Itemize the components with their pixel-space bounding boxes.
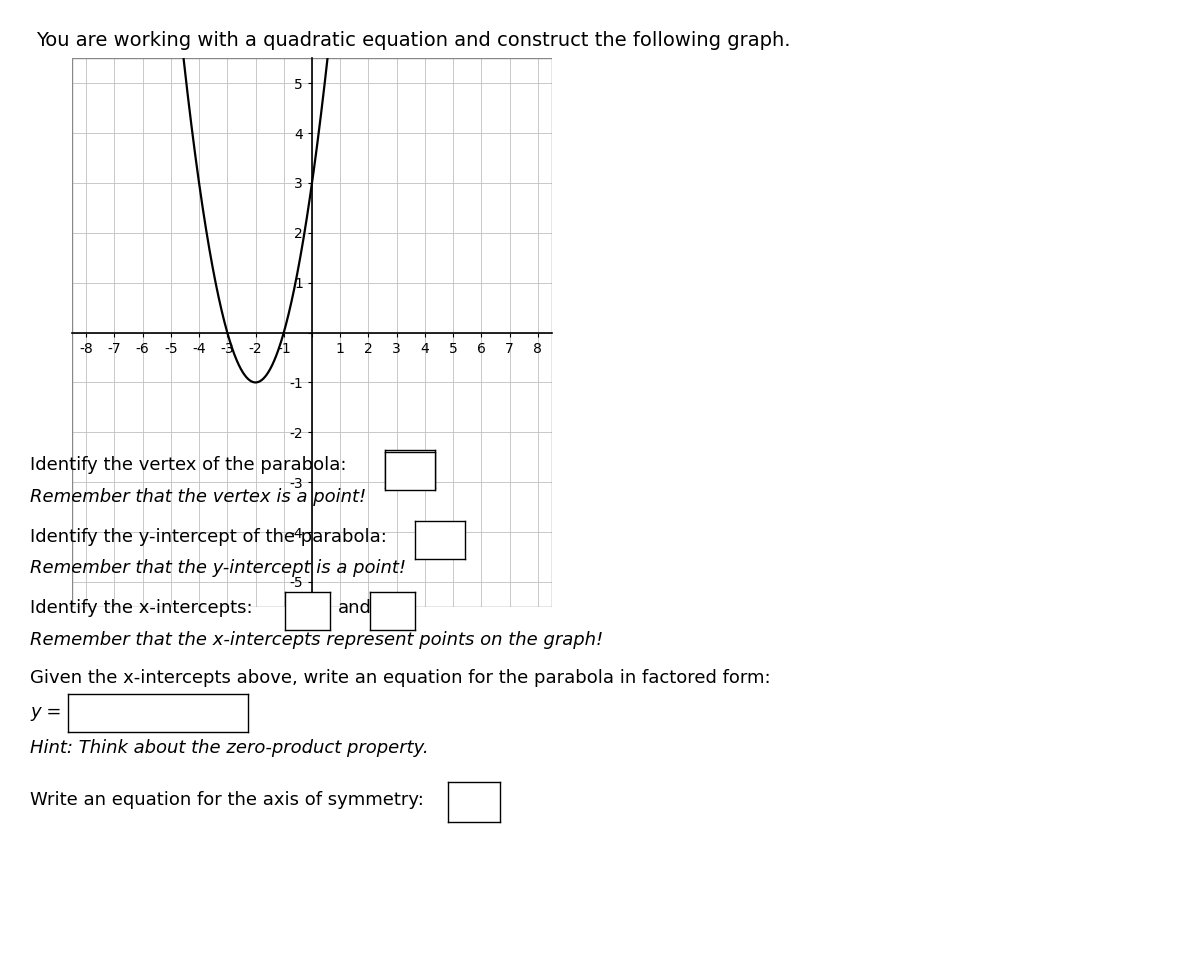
Text: Remember that the vertex is a point!: Remember that the vertex is a point! — [30, 488, 366, 506]
Text: Identify the y-intercept of the parabola:: Identify the y-intercept of the parabola… — [30, 528, 386, 546]
Text: Write an equation for the axis of symmetry:: Write an equation for the axis of symmet… — [30, 791, 424, 809]
Text: y =: y = — [30, 703, 61, 721]
Text: Hint: Think about the zero-product property.: Hint: Think about the zero-product prope… — [30, 739, 428, 757]
Text: Identify the x-intercepts:: Identify the x-intercepts: — [30, 599, 253, 617]
Text: Remember that the x-intercepts represent points on the graph!: Remember that the x-intercepts represent… — [30, 631, 604, 649]
Text: Remember that the y-intercept is a point!: Remember that the y-intercept is a point… — [30, 559, 406, 577]
Text: and: and — [338, 599, 372, 617]
Text: Given the x-intercepts above, write an equation for the parabola in factored for: Given the x-intercepts above, write an e… — [30, 669, 770, 687]
Text: Identify the vertex of the parabola:: Identify the vertex of the parabola: — [30, 456, 347, 474]
Text: You are working with a quadratic equation and construct the following graph.: You are working with a quadratic equatio… — [36, 31, 791, 50]
